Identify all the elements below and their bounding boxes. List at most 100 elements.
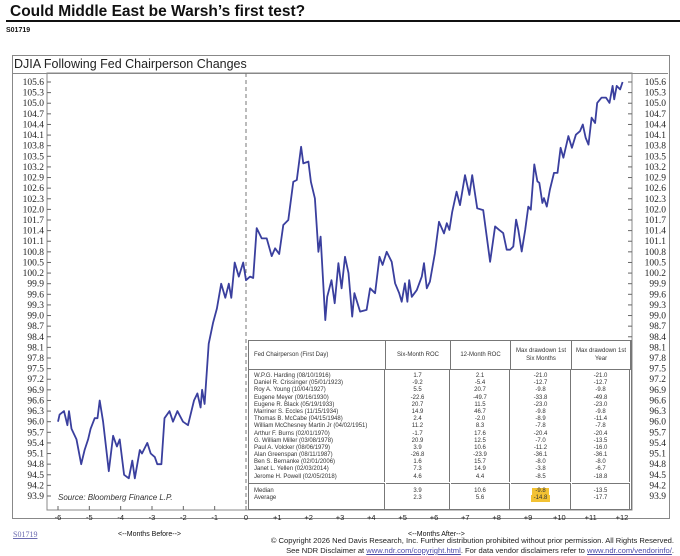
x-tick-label: -6 xyxy=(55,513,62,522)
y-tick-label-right: 96.6 xyxy=(649,396,666,406)
x-tick-label: +10 xyxy=(553,513,566,522)
y-tick-label-left: 105.6 xyxy=(23,78,45,88)
x-tick-label: +6 xyxy=(430,513,439,522)
y-tick-label-right: 102.0 xyxy=(645,205,667,215)
y-tick-label-right: 103.8 xyxy=(645,142,667,152)
y-tick-label-left: 102.9 xyxy=(23,174,45,184)
x-tick-label: -4 xyxy=(117,513,124,522)
y-tick-label-right: 97.8 xyxy=(649,354,666,364)
table-cell: -23.9 xyxy=(473,452,487,459)
table-cell: -12.7 xyxy=(533,380,548,387)
table-cell: 7.3 xyxy=(413,466,422,473)
table-cell: -8.9 xyxy=(535,416,546,423)
table-cell: G. William Miller (03/08/1978) xyxy=(254,437,334,444)
table-cell: -5.4 xyxy=(474,380,486,387)
summary-value: 5.6 xyxy=(475,495,485,502)
table-cell: 5.5 xyxy=(413,387,422,394)
summary-cell: Median xyxy=(249,488,384,495)
table-cell: -49.7 xyxy=(473,394,487,401)
y-tick-label-right: 102.6 xyxy=(645,184,667,194)
y-tick-label-right: 94.2 xyxy=(649,481,666,491)
table-cell: -33.8 xyxy=(533,394,548,401)
djia-line-series xyxy=(57,81,624,480)
table-cell: -8.0 xyxy=(535,459,546,466)
table-cell: -23.0 xyxy=(593,401,608,408)
summary-value: -17.7 xyxy=(593,495,608,502)
y-tick-label-right: 95.1 xyxy=(649,450,666,460)
table-cell: -7.0 xyxy=(535,437,546,444)
chart-frame xyxy=(12,55,670,519)
x-tick-label: +9 xyxy=(524,513,533,522)
column-six-month-roc: 1.7 -9.2 5.5 -22.6 20.7 14.9 2.4 11.2 -1.7 20.9 3.… xyxy=(386,369,450,482)
table-cell: Alan Greenspan (08/11/1987) xyxy=(254,452,333,459)
table-cell: Eugene Meyer (09/16/1930) xyxy=(254,394,329,401)
chart-id-link[interactable]: S01719 xyxy=(13,530,38,539)
disclaimer-end: . xyxy=(671,546,674,555)
table-cell: -8.0 xyxy=(595,459,606,466)
table-cell: 4.6 xyxy=(413,473,422,480)
y-tick-label-right: 97.5 xyxy=(649,365,666,375)
y-tick-label-right: 103.2 xyxy=(645,163,667,173)
y-tick-label-right: 99.0 xyxy=(649,312,666,322)
summary-value: 3.9 xyxy=(413,488,422,494)
table-cell: Arthur F. Burns (02/01/1970) xyxy=(254,430,330,437)
header-twelve-month-roc: 12-Month ROC xyxy=(451,341,511,370)
summary-max-drawdown-1y: -13.5 -17.7 xyxy=(572,483,630,509)
y-tick-label-right: 102.3 xyxy=(645,195,667,205)
table-cell: -6.7 xyxy=(595,466,606,473)
y-tick-label-right: 100.5 xyxy=(645,258,667,268)
summary-twelve-month-roc: 10.6 5.6 xyxy=(451,483,510,509)
x-tick-label: +2 xyxy=(304,513,313,522)
table-cell: -16.0 xyxy=(593,444,608,451)
summary-cell: 2.3 xyxy=(386,495,449,502)
disclaimer-pre: See NDR Disclaimer at xyxy=(286,546,367,555)
table-cell: Janet L. Yellen (02/03/2014) xyxy=(254,466,329,473)
summary-value: -13.5 xyxy=(593,488,608,494)
table-cell: -20.4 xyxy=(533,430,548,437)
table-cell: 1.6 xyxy=(413,459,422,466)
y-tick-label-right: 102.9 xyxy=(645,174,667,184)
x-tick-label: -1 xyxy=(211,513,218,522)
table-cell: -23.0 xyxy=(533,401,548,408)
table-cell: Eugene R. Black (05/19/1933) xyxy=(254,401,335,408)
y-tick-label-right: 95.4 xyxy=(649,439,666,449)
summary-cell: 5.6 xyxy=(451,495,509,502)
vendorinfo-link[interactable]: www.ndr.com/vendorinfo/ xyxy=(587,546,672,555)
y-tick-label-left: 99.3 xyxy=(27,301,44,311)
y-tick-label-right: 99.6 xyxy=(649,290,666,300)
column-twelve-month-roc: 2.1 -5.4 20.7 -49.7 11.5 46.7 -2.0 8.3 17.6 12.5 1… xyxy=(451,369,510,482)
table-cell: Jerome H. Powell (02/05/2018) xyxy=(254,473,337,480)
y-tick-label-left: 97.8 xyxy=(27,354,44,364)
y-tick-label-right: 96.9 xyxy=(649,386,666,396)
table-cell: 14.9 xyxy=(474,466,486,473)
y-tick-label-right: 95.7 xyxy=(649,428,666,438)
table-cell: W.P.G. Harding (08/10/1916) xyxy=(254,373,331,379)
y-tick-label-left: 104.4 xyxy=(23,120,45,130)
table-cell: -49.8 xyxy=(593,394,608,401)
y-tick-label-right: 99.3 xyxy=(649,301,666,311)
y-tick-label-left: 102.3 xyxy=(23,195,45,205)
x-tick-label: +3 xyxy=(336,513,345,522)
y-tick-label-left: 104.7 xyxy=(23,110,45,120)
y-tick-label-left: 94.5 xyxy=(27,471,44,481)
table-cell: 10.6 xyxy=(474,444,486,451)
y-tick-label-right: 103.5 xyxy=(645,152,667,162)
summary-cell: -17.7 xyxy=(572,495,629,502)
y-tick-label-left: 94.2 xyxy=(27,481,44,491)
table-cell: Thomas B. McCabe (04/15/1948) xyxy=(254,416,343,423)
copyright-link[interactable]: www.ndr.com/copyright.html xyxy=(366,546,461,555)
chairperson-table: Fed Chairperson (First Day) W.P.G. Hardin… xyxy=(248,340,632,510)
y-tick-label-left: 100.8 xyxy=(23,248,45,258)
y-tick-label-right: 100.2 xyxy=(645,269,667,279)
header-max-drawdown-1y: Max drawdown 1st Year xyxy=(572,341,631,370)
y-tick-label-right: 101.4 xyxy=(645,227,667,237)
table-cell: 8.3 xyxy=(475,423,485,430)
y-tick-label-left: 95.4 xyxy=(27,439,44,449)
y-tick-label-right: 94.8 xyxy=(649,460,666,470)
x-axis-label-after: <--Months After--> xyxy=(408,531,465,538)
summary-chairperson: Median Average xyxy=(249,483,385,509)
y-tick-label-left: 96.9 xyxy=(27,386,44,396)
table-cell: 4.4 xyxy=(475,473,485,480)
table-cell: 2.1 xyxy=(475,373,485,379)
x-tick-label: +4 xyxy=(367,513,376,522)
